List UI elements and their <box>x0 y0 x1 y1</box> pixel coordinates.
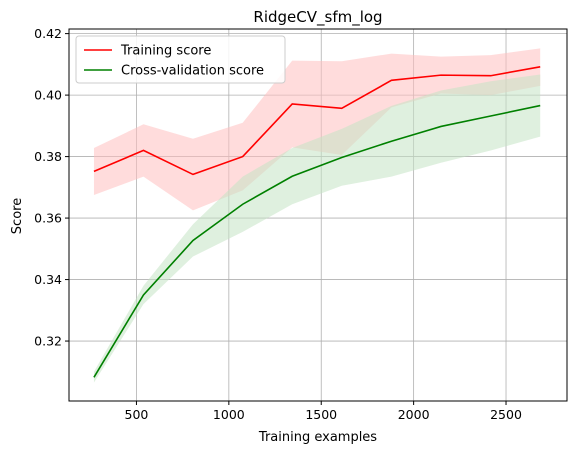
series-1-confidence-band <box>93 74 541 383</box>
chart-title: RidgeCV_sfm_log <box>253 8 382 27</box>
x-tick-label: 2500 <box>490 407 522 422</box>
y-tick-label: 0.42 <box>34 26 62 41</box>
series-lines <box>93 66 541 378</box>
plot-frame <box>68 28 568 402</box>
axis-ticks: 500 1000 1500 2000 2500 0.32 0.34 0.36 0.38 0.40 0… <box>34 26 522 422</box>
y-tick-label: 0.36 <box>34 211 62 226</box>
series-0-line <box>93 66 541 176</box>
legend-box <box>75 35 286 84</box>
y-tick-label: 0.38 <box>34 149 62 164</box>
x-axis-label: Training examples <box>258 430 377 445</box>
x-tick-label: 500 <box>125 407 149 422</box>
legend: Training score Cross-validation score <box>75 35 286 84</box>
x-tick-label: 1000 <box>213 407 245 422</box>
legend-label: Cross-validation score <box>121 64 264 79</box>
x-tick-label: 1500 <box>305 407 337 422</box>
y-axis-label: Score <box>10 198 25 234</box>
y-tick-label: 0.40 <box>34 88 62 103</box>
y-tick-label: 0.34 <box>34 272 62 287</box>
x-tick-label: 2000 <box>398 407 430 422</box>
series-1-line <box>93 104 541 378</box>
legend-label: Training score <box>120 44 211 59</box>
y-tick-label: 0.32 <box>34 334 62 349</box>
